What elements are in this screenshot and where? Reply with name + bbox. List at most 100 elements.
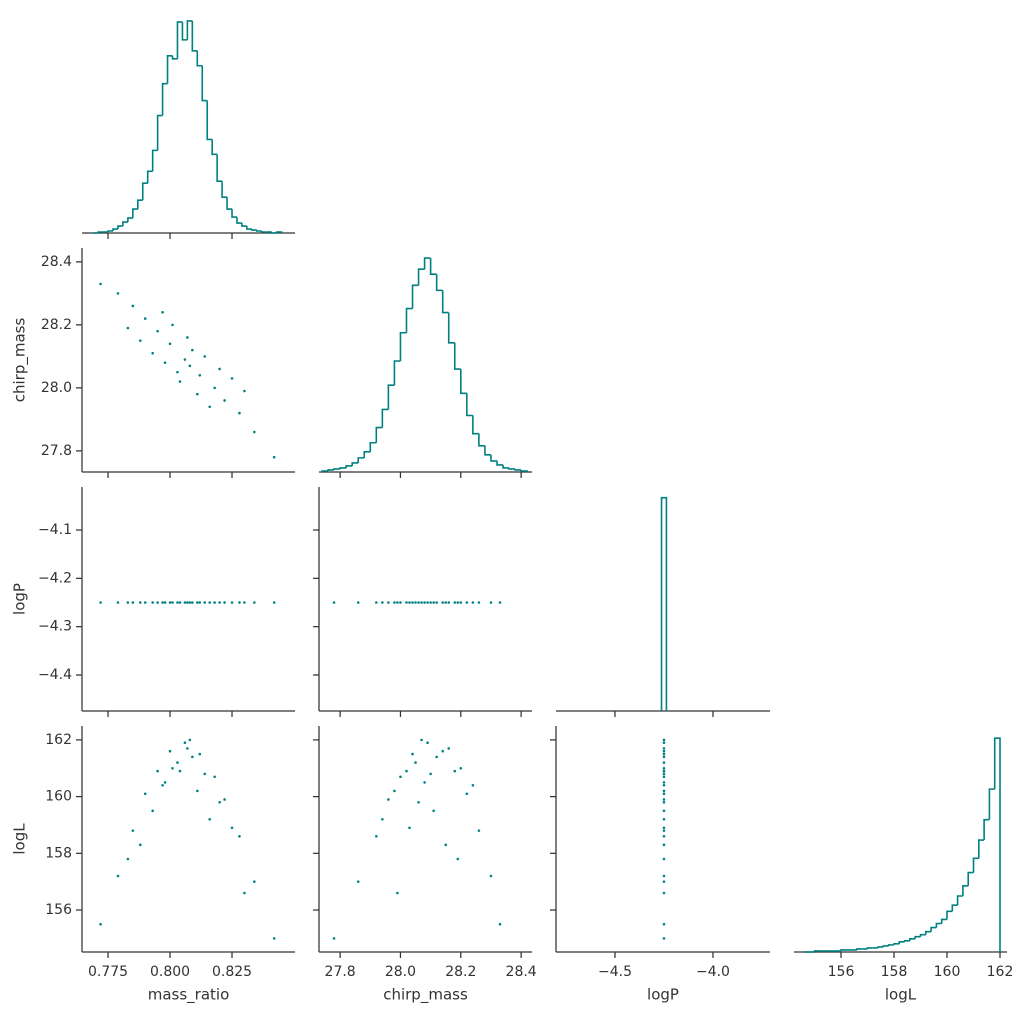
hist-bin <box>176 21 183 59</box>
point <box>208 405 212 409</box>
point <box>176 761 179 764</box>
point <box>332 601 336 604</box>
point <box>459 601 463 604</box>
y-axis-title: chirp_mass <box>11 318 30 403</box>
point <box>143 601 147 604</box>
point <box>163 781 167 784</box>
point <box>662 747 666 750</box>
point <box>662 874 666 878</box>
point <box>662 809 666 813</box>
point <box>151 351 154 355</box>
point <box>116 601 120 604</box>
y-tick-label: −4.1 <box>38 522 72 538</box>
hist-bin <box>216 154 223 183</box>
point <box>243 601 246 604</box>
x-tick-label: 27.8 <box>325 964 356 980</box>
point <box>662 769 666 773</box>
point <box>156 329 159 333</box>
point <box>203 772 207 776</box>
hist-bin <box>161 82 168 116</box>
point <box>186 747 189 750</box>
hist-bin <box>898 941 905 944</box>
y-tick-label: 28.2 <box>41 317 72 333</box>
point <box>498 601 502 604</box>
y-axis-title: logP <box>11 583 29 615</box>
point <box>253 880 256 883</box>
point <box>405 769 408 773</box>
hist-bin <box>363 451 371 458</box>
point <box>188 601 192 604</box>
point <box>223 399 226 402</box>
point <box>396 601 399 604</box>
x-tick-label: 28.4 <box>506 964 537 980</box>
hist-bin <box>241 223 247 227</box>
hist-bin <box>967 871 974 886</box>
point <box>399 775 402 779</box>
point <box>171 323 174 327</box>
point <box>138 843 142 847</box>
hist-bin <box>333 468 341 470</box>
point <box>426 601 429 604</box>
point <box>138 601 142 604</box>
point <box>662 738 666 742</box>
point <box>151 809 154 813</box>
point <box>168 601 172 604</box>
hist-bin <box>211 139 218 156</box>
x-tick-label: 28.0 <box>385 964 416 980</box>
y-tick-label: 160 <box>45 789 72 805</box>
hist-bin <box>893 943 900 945</box>
point <box>444 601 448 604</box>
hist-bin <box>221 181 228 198</box>
x-tick-label: 0.825 <box>212 964 252 980</box>
hist-bin <box>903 940 910 942</box>
point <box>662 880 666 883</box>
y-tick-label: 158 <box>45 845 72 861</box>
point <box>429 601 432 604</box>
hist-bin <box>393 360 401 386</box>
point <box>414 601 417 604</box>
point <box>447 601 451 604</box>
point <box>163 361 167 364</box>
point <box>423 601 426 604</box>
hist-bin <box>882 945 889 947</box>
hist-bin <box>887 944 895 946</box>
point <box>213 601 216 604</box>
hist-bin <box>988 788 995 820</box>
point <box>116 874 120 878</box>
point <box>426 741 429 745</box>
hist-bin <box>453 342 461 370</box>
point <box>662 761 666 764</box>
point <box>456 601 460 604</box>
point <box>662 766 666 770</box>
point <box>223 798 226 801</box>
point <box>178 601 182 604</box>
hist-bin <box>429 258 437 276</box>
hist-bin <box>270 232 277 234</box>
hist-bin <box>962 885 969 897</box>
hist-bin <box>141 182 148 201</box>
point <box>191 348 194 352</box>
point <box>432 809 435 813</box>
point <box>131 304 135 308</box>
point <box>408 826 411 830</box>
hist-bin <box>357 457 365 463</box>
point <box>213 386 216 390</box>
x-tick-label: 158 <box>881 964 908 980</box>
x-tick-label: 160 <box>934 964 961 980</box>
point <box>420 601 423 604</box>
point <box>99 601 102 604</box>
hist-bin <box>472 415 479 435</box>
x-axis-title: chirp_mass <box>383 986 468 1005</box>
hist-bin <box>201 65 208 102</box>
hist-bin <box>935 922 942 928</box>
x-axis-title: logP <box>647 986 679 1004</box>
point <box>168 749 172 753</box>
point <box>489 601 493 604</box>
hist-bin <box>122 221 128 227</box>
hist-bin <box>660 496 668 711</box>
point <box>171 766 174 770</box>
point <box>417 601 420 604</box>
point <box>151 601 154 604</box>
hist-bin <box>112 228 118 232</box>
hist-bin <box>186 20 193 40</box>
